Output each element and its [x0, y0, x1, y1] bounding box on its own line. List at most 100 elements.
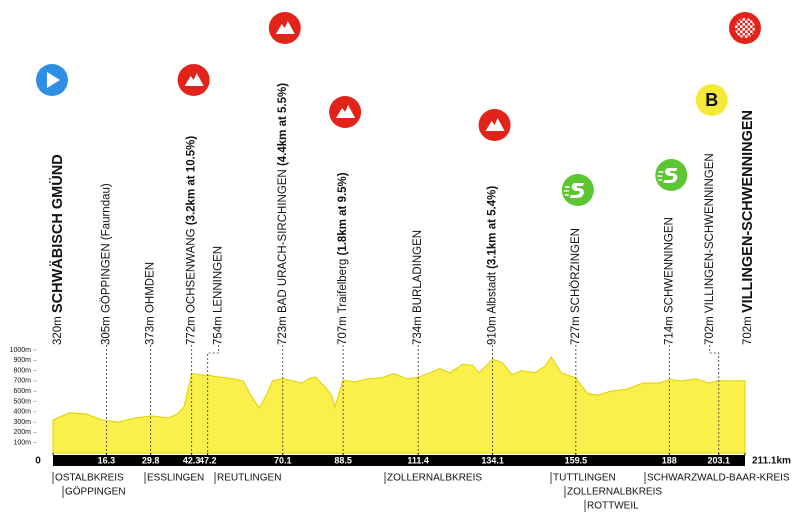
x-tick-label: 42.3	[183, 455, 201, 465]
checker-square	[750, 23, 753, 26]
waypoint-icon	[177, 64, 210, 96]
y-tick-label: 800m	[13, 367, 31, 374]
waypoint-altitude: 702m	[704, 316, 716, 345]
region-label: TUTTLINGEN	[553, 473, 616, 484]
x-tick-label: 188	[662, 455, 677, 465]
climb-info: (1.8km at 9.5%)	[337, 172, 349, 255]
mountain-glyph	[184, 73, 204, 86]
checker-square	[740, 18, 743, 21]
x-tick-label: 70.1	[274, 455, 292, 465]
waypoint-icon	[561, 174, 594, 206]
x-tick-label: 111.4	[407, 455, 429, 465]
checker-square	[737, 25, 740, 28]
checker-square	[740, 33, 743, 36]
waypoint-name: VILLINGEN-SCHWENNINGEN	[704, 153, 716, 313]
waypoint-label: 305m GÖPPINGEN (Faurndau)	[100, 183, 112, 345]
waypoint-label: 723m BAD URACH-SIRCHINGEN (4.4km at 5.5%…	[277, 83, 289, 345]
x-tick-label: 0	[35, 456, 41, 467]
waypoint-label: 910m Albstadt (3.1km at 5.4%)	[487, 186, 499, 345]
region-label: ZOLLERNALBKREIS	[387, 473, 482, 484]
waypoint-icon	[729, 12, 761, 44]
waypoint-name: GÖPPINGEN (Faurndau)	[100, 183, 112, 313]
sprint-lines	[657, 171, 664, 181]
waypoint-label: 707m Traifelberg (1.8km at 9.5%)	[337, 172, 349, 345]
checker-square	[742, 25, 745, 28]
waypoint-altitude: 772m	[186, 316, 198, 345]
waypoint-label: 702m VILLINGEN-SCHWENNINGEN	[704, 153, 716, 345]
climb-info: (4.4km at 5.5%)	[277, 83, 289, 166]
waypoint-icon	[478, 109, 511, 141]
waypoint-altitude: 320m	[52, 316, 64, 345]
waypoint-label: 320m SCHWÄBISCH GMÜND	[49, 154, 66, 345]
waypoint-label: 727m SCHÖRZINGEN	[570, 228, 582, 345]
climb-info: (3.1km at 5.4%)	[487, 186, 499, 269]
checker-square	[735, 28, 738, 31]
x-tick-label: 16.3	[98, 455, 116, 465]
mountain-glyph	[336, 105, 356, 118]
waypoint-label: 734m BURLADINGEN	[412, 230, 424, 345]
mountain-glyph	[275, 21, 295, 34]
checker-square	[740, 23, 743, 26]
checker-square	[735, 23, 738, 26]
region-label: GÖPPINGEN	[65, 486, 126, 498]
x-tick-label: 159.5	[565, 455, 588, 465]
checker-square	[747, 25, 750, 28]
waypoint-line	[709, 345, 720, 453]
waypoint-label: 373m OHMDEN	[145, 262, 157, 345]
waypoint-icon	[655, 159, 688, 191]
checker-square	[737, 30, 740, 33]
waypoint-altitude: 727m	[570, 316, 582, 345]
waypoint-altitude: 723m	[277, 316, 289, 345]
distance-bar	[53, 455, 745, 466]
checker-square	[747, 35, 750, 38]
y-tick-label: 900m	[13, 357, 31, 364]
region-label: ZOLLERNALBKREIS	[567, 487, 662, 498]
region-label: OSTALBKREIS	[55, 473, 124, 484]
region-label: SCHWARZWALD-BAAR-KREIS	[647, 473, 790, 484]
checker-square	[745, 23, 748, 26]
elevation-area	[52, 356, 746, 454]
checker-square	[745, 28, 748, 31]
waypoint-altitude: 714m	[663, 316, 675, 345]
checker-square	[747, 20, 750, 23]
y-tick-label: 300m	[13, 419, 31, 426]
checker-square	[745, 33, 748, 36]
waypoint-label: 702m VILLINGEN-SCHWENNINGEN	[740, 110, 756, 345]
region-label: REUTLINGEN	[217, 473, 281, 484]
waypoint-name: BURLADINGEN	[412, 230, 424, 313]
checker-square	[740, 28, 743, 31]
checker-square	[742, 30, 745, 33]
y-tick-label: 600m	[13, 388, 31, 395]
waypoint-name: Traifelberg	[337, 259, 349, 314]
waypoint-label: 772m OCHSENWANG (3.2km at 10.5%)	[186, 136, 198, 345]
y-tick-label: 400m	[13, 409, 31, 416]
waypoint-icon	[36, 64, 68, 96]
sprint-lines	[563, 186, 570, 196]
checker-square	[750, 28, 753, 31]
checker-square	[742, 35, 745, 38]
checker-square	[747, 30, 750, 33]
waypoint-altitude: 707m	[337, 316, 349, 345]
x-tick-label: 203.1	[708, 455, 731, 465]
y-tick-label: 500m	[13, 398, 31, 405]
waypoint-altitude: 702m	[742, 316, 754, 345]
waypoint-name: LENNINGEN	[213, 246, 225, 313]
x-tick-label: 88.5	[334, 455, 352, 465]
waypoint-line	[207, 345, 220, 453]
waypoint-icon	[268, 12, 301, 44]
bonus-letter: B	[705, 90, 718, 110]
waypoint-name: SCHÖRZINGEN	[570, 228, 582, 313]
checker-square	[752, 25, 755, 28]
waypoint-name: SCHWÄBISCH GMÜND	[49, 154, 66, 313]
y-tick-label: 700m	[13, 378, 31, 385]
y-tick-label: 100m	[13, 440, 31, 447]
checker-square	[737, 20, 740, 23]
waypoint-altitude: 373m	[145, 316, 157, 345]
waypoint-name: Albstadt	[487, 271, 499, 313]
waypoint-label: 754m LENNINGEN	[213, 246, 225, 345]
bonus-icon	[695, 84, 728, 116]
checker-square	[742, 20, 745, 23]
climb-info: (3.2km at 10.5%)	[186, 136, 198, 226]
waypoint-icon	[329, 96, 362, 128]
